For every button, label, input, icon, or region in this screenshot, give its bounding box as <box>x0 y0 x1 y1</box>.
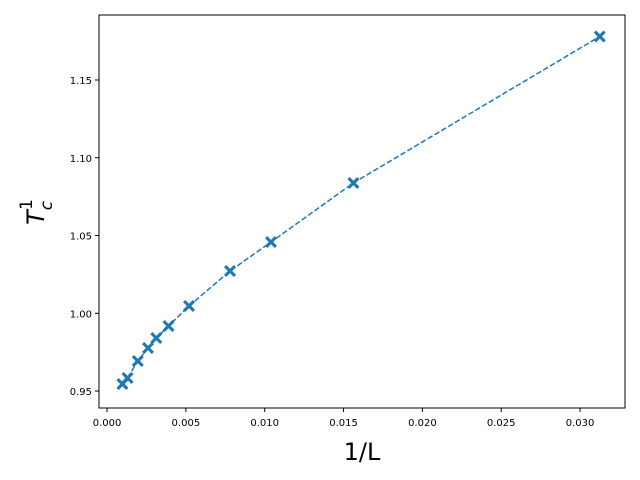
y-tick-label: 0.95 <box>70 387 92 398</box>
y-label-base: T <box>22 208 50 225</box>
y-label-sub: c <box>37 200 57 210</box>
x-tick-label: 0.020 <box>408 418 437 429</box>
point-marker <box>142 341 155 354</box>
x-tick-label: 0.000 <box>93 418 122 429</box>
series-line <box>121 35 601 385</box>
point-marker <box>265 236 278 249</box>
point-marker <box>162 320 175 333</box>
x-tick-label: 0.030 <box>566 418 595 429</box>
y-tick-label: 1.10 <box>70 154 92 165</box>
y-axis-label: Tc1 <box>17 199 57 225</box>
x-tick-label: 0.005 <box>172 418 201 429</box>
x-tick-label: 0.025 <box>487 418 516 429</box>
y-tick-label: 1.05 <box>70 232 92 243</box>
point-marker <box>183 299 196 312</box>
point-marker <box>593 30 606 43</box>
y-tick-label: 1.15 <box>70 76 92 87</box>
x-tick-label: 0.015 <box>329 418 358 429</box>
x-axis-label: 1/L <box>344 438 381 466</box>
point-marker <box>121 371 134 384</box>
axes-frame <box>98 14 626 409</box>
y-tick-label: 1.00 <box>70 309 92 320</box>
y-label-sup: 1 <box>17 199 37 210</box>
point-marker <box>224 264 237 277</box>
point-marker <box>347 176 360 189</box>
point-marker <box>131 355 144 368</box>
x-tick-label: 0.010 <box>250 418 279 429</box>
point-marker <box>150 332 163 345</box>
